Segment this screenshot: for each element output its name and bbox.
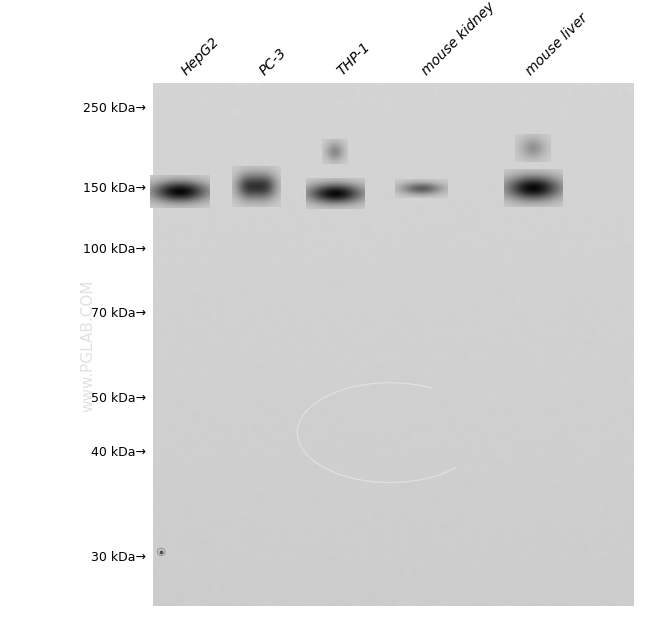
Text: 250 kDa→: 250 kDa→	[83, 101, 146, 115]
Text: 50 kDa→: 50 kDa→	[91, 392, 146, 405]
Text: 150 kDa→: 150 kDa→	[83, 182, 146, 195]
Text: HepG2: HepG2	[179, 35, 222, 78]
Text: 100 kDa→: 100 kDa→	[83, 242, 146, 256]
Text: PC-3: PC-3	[257, 46, 289, 78]
Text: 40 kDa→: 40 kDa→	[91, 446, 146, 459]
Text: THP-1: THP-1	[335, 40, 373, 78]
Text: mouse liver: mouse liver	[523, 11, 590, 78]
Text: 70 kDa→: 70 kDa→	[91, 307, 146, 321]
Text: www.PGLAB.COM: www.PGLAB.COM	[80, 280, 96, 412]
Text: mouse kidney: mouse kidney	[419, 0, 498, 78]
Text: 30 kDa→: 30 kDa→	[91, 551, 146, 564]
